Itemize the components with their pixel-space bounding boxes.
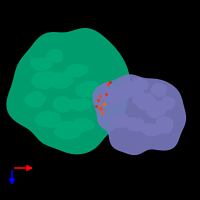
Polygon shape [47,49,62,62]
Polygon shape [157,117,173,133]
Point [106,82,110,86]
Polygon shape [71,99,91,110]
Polygon shape [54,122,82,139]
Point [102,102,106,106]
Polygon shape [161,97,175,110]
Point [98,106,102,110]
Polygon shape [119,82,143,97]
Polygon shape [7,29,129,154]
Polygon shape [110,114,129,127]
Point [104,92,108,96]
Point [96,98,100,102]
Point [98,94,102,98]
Point [94,104,98,108]
Polygon shape [151,84,167,97]
Point [100,110,104,114]
Polygon shape [102,87,127,103]
Polygon shape [36,112,61,127]
Point [108,80,112,84]
Polygon shape [65,64,88,77]
Polygon shape [25,92,45,107]
Polygon shape [53,97,73,112]
Polygon shape [126,118,145,131]
Polygon shape [31,58,52,70]
Polygon shape [76,81,102,97]
Polygon shape [50,73,73,88]
Polygon shape [147,101,166,118]
Polygon shape [140,124,161,136]
Polygon shape [93,75,185,154]
Polygon shape [133,93,156,110]
Polygon shape [132,79,148,91]
Polygon shape [32,72,61,88]
Polygon shape [73,119,94,131]
